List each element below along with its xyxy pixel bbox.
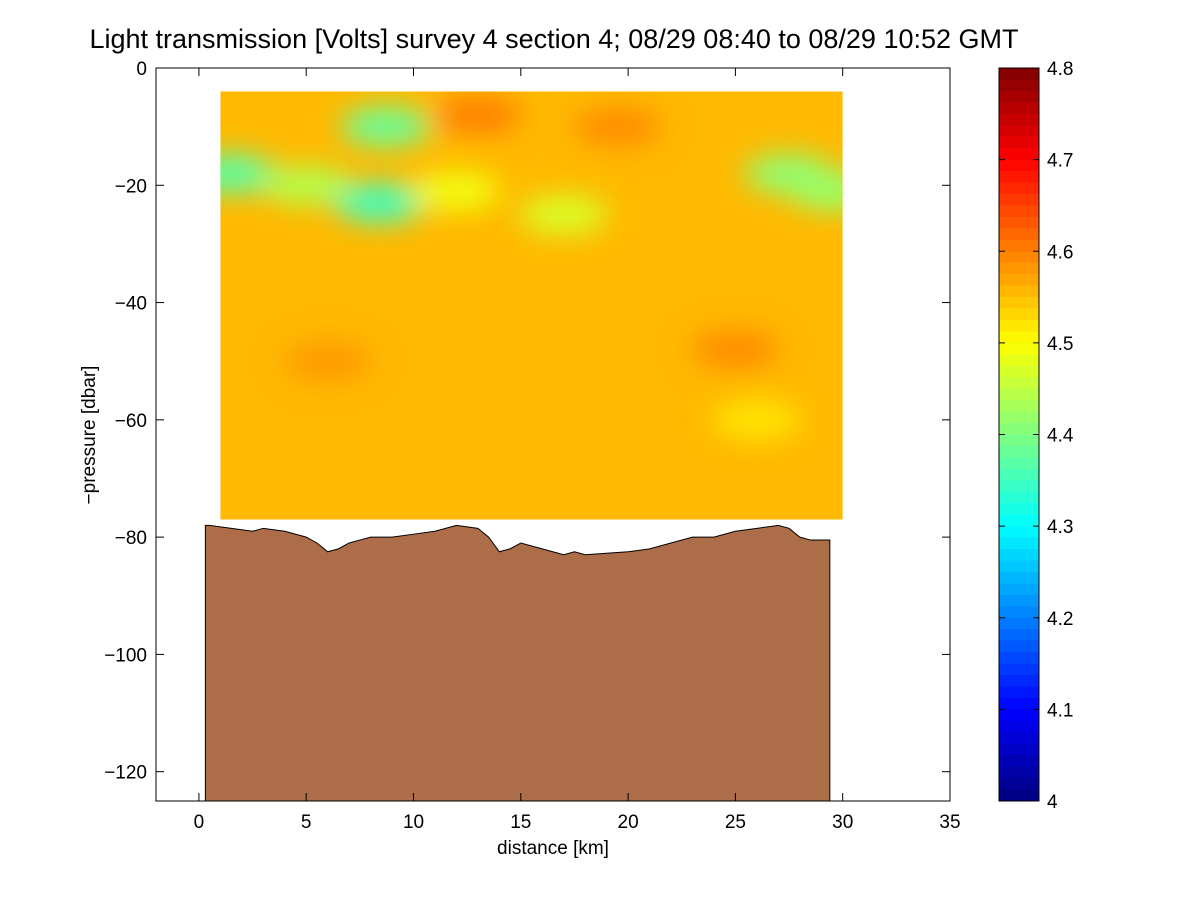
x-tick-label: 15 bbox=[510, 812, 531, 833]
y-tick-label: −60 bbox=[115, 411, 147, 432]
colorbar-tick-label: 4.8 bbox=[1047, 59, 1073, 80]
colorbar-tick-label: 4.1 bbox=[1047, 700, 1073, 721]
colorbar-tick-label: 4.3 bbox=[1047, 517, 1073, 538]
x-tick-label: 20 bbox=[618, 812, 639, 833]
field-feature bbox=[411, 171, 501, 211]
y-tick-label: −20 bbox=[115, 176, 147, 197]
chart-title: Light transmission [Volts] survey 4 sect… bbox=[89, 24, 1018, 54]
colorbar-tick-label: 4.5 bbox=[1047, 334, 1073, 355]
field-feature bbox=[334, 183, 424, 223]
y-axis-label: −pressure [dbar] bbox=[79, 366, 100, 505]
y-tick-label: 0 bbox=[136, 59, 147, 80]
y-tick-label: −80 bbox=[115, 528, 147, 549]
x-tick-label: 35 bbox=[939, 812, 960, 833]
bathymetry bbox=[204, 524, 831, 802]
data-field bbox=[220, 91, 843, 520]
field-feature bbox=[572, 107, 662, 147]
field-feature bbox=[787, 171, 843, 211]
colorbar-gradient bbox=[999, 68, 1039, 801]
field-feature bbox=[220, 154, 276, 194]
y-tick-label: −120 bbox=[104, 763, 147, 784]
field-feature bbox=[433, 95, 523, 135]
colorbar-tick-label: 4 bbox=[1047, 792, 1058, 813]
field-feature bbox=[519, 195, 609, 235]
x-axis: 0 5 10 15 20 25 30 35 bbox=[194, 68, 961, 833]
y-tick-label: −100 bbox=[104, 645, 147, 666]
bathymetry-seabed bbox=[204, 524, 831, 802]
colorbar-tick-label: 4.6 bbox=[1047, 242, 1073, 263]
field-feature bbox=[261, 165, 351, 205]
field-feature bbox=[690, 330, 780, 369]
field-feature bbox=[283, 341, 373, 381]
y-axis: 0 −20 −40 −60 −80 −100 −120 bbox=[104, 59, 950, 784]
colorbar-tick-label: 4.2 bbox=[1047, 609, 1073, 630]
x-axis-label: distance [km] bbox=[497, 838, 609, 859]
colorbar-tick-label: 4.7 bbox=[1047, 151, 1073, 172]
field-feature bbox=[341, 107, 431, 147]
plot-frame bbox=[155, 67, 951, 802]
x-tick-label: 10 bbox=[403, 812, 424, 833]
x-tick-label: 0 bbox=[194, 812, 205, 833]
field-region bbox=[220, 91, 843, 520]
colorbar: 4 4.1 4.2 4.3 4.4 4.5 4.6 4.7 4.8 bbox=[998, 59, 1074, 813]
field-background bbox=[220, 91, 843, 520]
x-tick-label: 25 bbox=[725, 812, 746, 833]
colorbar-tick-label: 4.4 bbox=[1047, 426, 1074, 447]
x-tick-label: 30 bbox=[832, 812, 853, 833]
field-feature bbox=[712, 400, 802, 440]
x-tick-label: 5 bbox=[301, 812, 312, 833]
y-tick-label: −40 bbox=[115, 294, 147, 315]
